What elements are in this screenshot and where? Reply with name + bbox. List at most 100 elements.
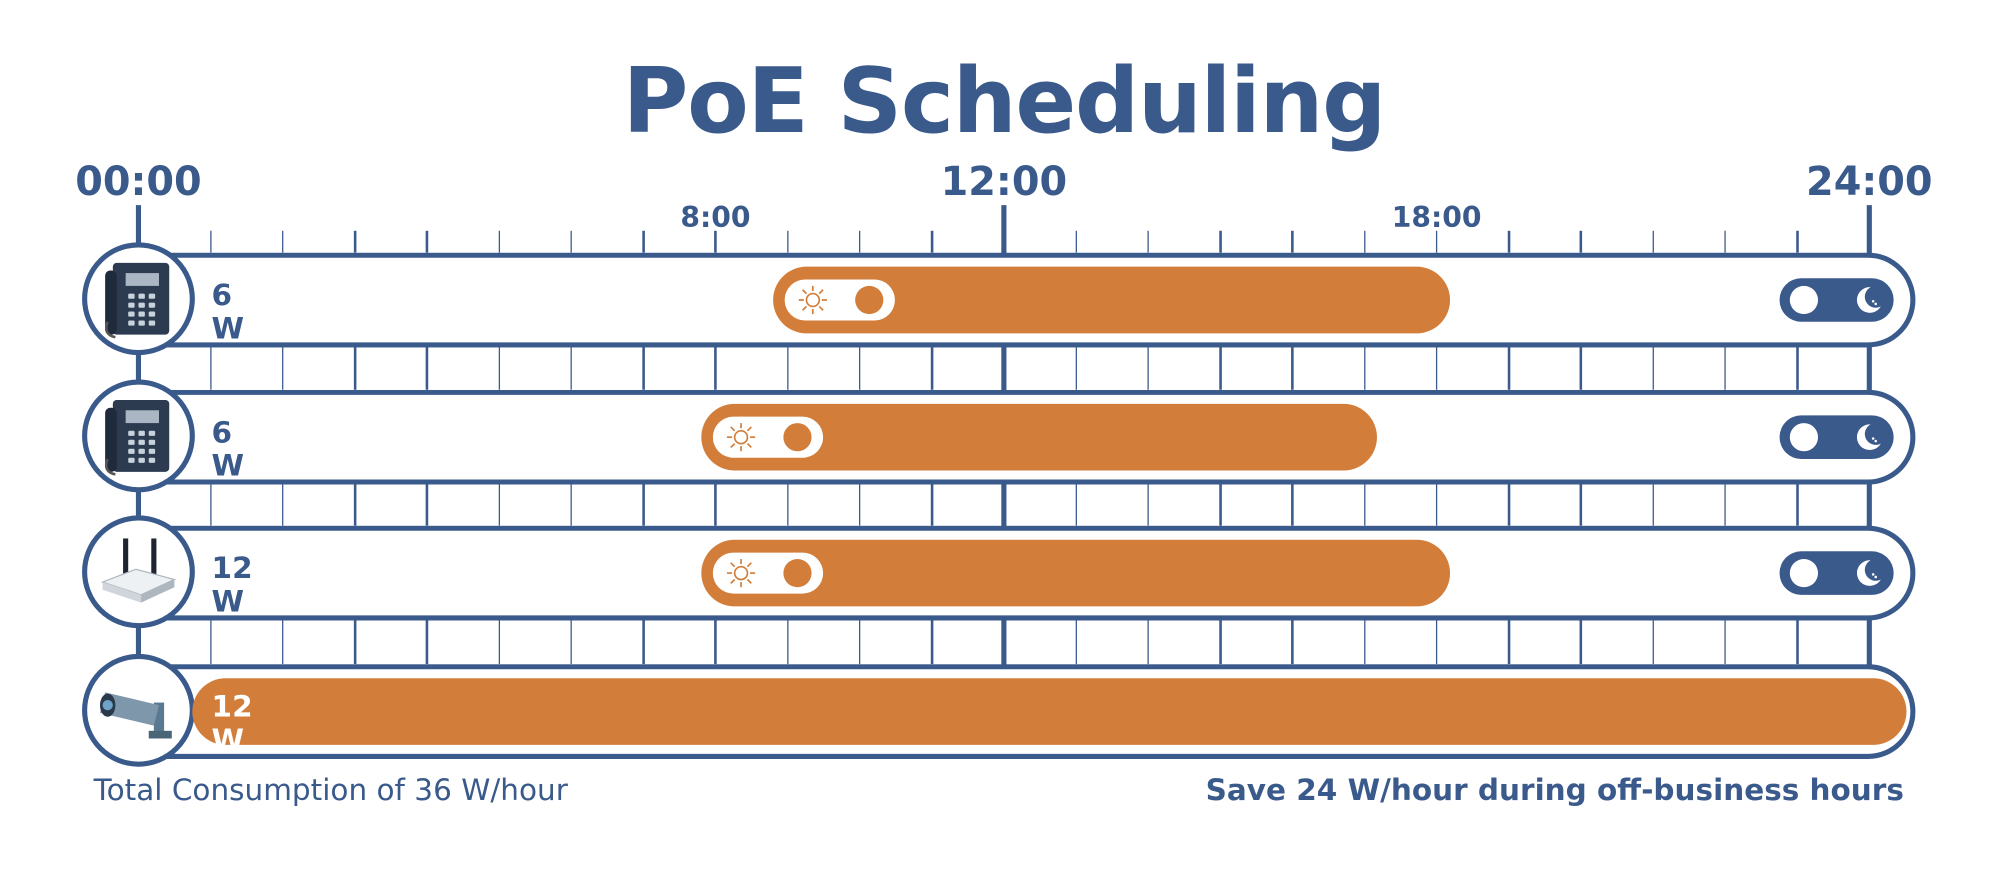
hour-label-1800: 18:00 xyxy=(1391,202,1482,235)
power-on-schedule-bar[interactable] xyxy=(192,678,1907,745)
hour-gridline xyxy=(858,230,861,253)
hour-gridline xyxy=(1363,482,1366,526)
hour-gridline xyxy=(1579,346,1582,390)
hour-gridline xyxy=(1219,482,1222,526)
hour-gridline xyxy=(642,482,645,526)
toggle-knob xyxy=(1789,423,1819,452)
hour-gridline xyxy=(1219,346,1222,390)
savings-note: Save 24 W/hour during off-business hours xyxy=(1205,774,1904,808)
hour-gridline xyxy=(642,617,645,665)
hour-gridline xyxy=(209,346,212,390)
hour-gridline xyxy=(425,346,428,390)
power-label: 12 W xyxy=(211,691,253,758)
night-mode-toggle[interactable] xyxy=(1779,415,1894,459)
hour-gridline xyxy=(714,617,717,665)
hour-gridline xyxy=(1507,617,1510,665)
hour-gridline xyxy=(642,346,645,390)
power-on-schedule-bar[interactable] xyxy=(701,539,1450,607)
hour-gridline xyxy=(209,482,212,526)
wifi-router-avatar xyxy=(82,515,195,629)
hour-gridline xyxy=(1796,617,1799,665)
hour-gridline xyxy=(930,617,933,665)
hour-gridline xyxy=(209,230,212,253)
hour-gridline xyxy=(1291,482,1294,526)
hour-gridline xyxy=(570,617,573,665)
hour-gridline xyxy=(1579,230,1582,253)
moon-icon xyxy=(1853,285,1884,321)
sun-icon xyxy=(798,285,829,321)
hour-gridline xyxy=(570,230,573,253)
hour-gridline xyxy=(1147,617,1150,665)
toggle-knob xyxy=(783,558,812,588)
day-mode-toggle[interactable] xyxy=(784,279,896,321)
hour-gridline xyxy=(1651,617,1654,665)
desk-phone-avatar xyxy=(82,379,195,493)
hour-gridline xyxy=(1219,617,1222,665)
day-mode-toggle[interactable] xyxy=(712,416,824,458)
moon-icon xyxy=(1853,422,1884,458)
hour-gridline xyxy=(498,346,501,390)
hour-gridline xyxy=(858,346,861,390)
hour-gridline xyxy=(786,482,789,526)
hour-gridline xyxy=(1363,230,1366,253)
hour-gridline xyxy=(1507,346,1510,390)
hour-gridline xyxy=(1724,346,1727,390)
hour-gridline xyxy=(714,482,717,526)
day-mode-toggle[interactable] xyxy=(712,552,824,594)
hour-gridline xyxy=(570,346,573,390)
hour-gridline xyxy=(1219,230,1222,253)
hour-gridline xyxy=(425,482,428,526)
hour-gridline xyxy=(786,617,789,665)
power-label: 6 W xyxy=(211,279,245,347)
security-camera-avatar xyxy=(82,653,195,767)
power-on-schedule-bar[interactable] xyxy=(701,403,1378,471)
hour-gridline xyxy=(1724,230,1727,253)
hour-gridline xyxy=(1507,482,1510,526)
sun-icon xyxy=(726,558,757,594)
hour-gridline xyxy=(281,346,284,390)
hour-gridline xyxy=(498,482,501,526)
page-title: PoE Scheduling xyxy=(622,48,1387,154)
hour-gridline xyxy=(1435,230,1438,253)
hour-gridline xyxy=(570,482,573,526)
power-on-schedule-bar[interactable] xyxy=(773,266,1450,334)
hour-gridline xyxy=(1291,346,1294,390)
power-label: 6 W xyxy=(211,416,245,484)
toggle-knob xyxy=(1789,285,1819,315)
total-consumption-note: Total Consumption of 36 W/hour xyxy=(93,774,568,808)
sun-icon xyxy=(726,422,757,458)
hour-gridline xyxy=(1075,482,1077,526)
hour-gridline xyxy=(1435,617,1438,665)
hour-gridline xyxy=(930,482,933,526)
hour-gridline xyxy=(353,617,356,665)
hour-gridline xyxy=(1724,482,1727,526)
hour-gridline xyxy=(1579,617,1582,665)
hour-gridline xyxy=(1435,346,1438,390)
hour-gridline xyxy=(1796,482,1799,526)
hour-gridline xyxy=(930,346,933,390)
hour-gridline xyxy=(642,230,645,253)
hour-gridline xyxy=(1147,230,1150,253)
wifi-router-icon xyxy=(97,533,179,610)
hour-gridline xyxy=(281,230,284,253)
hour-gridline xyxy=(1291,230,1294,253)
hour-gridline xyxy=(1507,230,1510,253)
hour-gridline xyxy=(209,617,212,665)
hour-gridline xyxy=(1435,482,1438,526)
hour-gridline xyxy=(1724,617,1727,665)
hour-gridline xyxy=(1796,346,1799,390)
hour-gridline xyxy=(714,346,717,390)
hour-gridline xyxy=(858,617,861,665)
night-mode-toggle[interactable] xyxy=(1779,278,1894,322)
toggle-knob xyxy=(783,423,812,452)
hour-gridline xyxy=(1651,346,1654,390)
hour-gridline xyxy=(930,230,933,253)
security-camera-icon xyxy=(97,674,179,746)
hour-gridline xyxy=(1651,230,1654,253)
power-label: 12 W xyxy=(211,552,253,620)
hour-gridline xyxy=(786,230,789,253)
hour-label-800: 8:00 xyxy=(680,202,751,235)
hour-gridline xyxy=(1147,482,1150,526)
night-mode-toggle[interactable] xyxy=(1779,551,1894,595)
hour-gridline xyxy=(858,482,861,526)
